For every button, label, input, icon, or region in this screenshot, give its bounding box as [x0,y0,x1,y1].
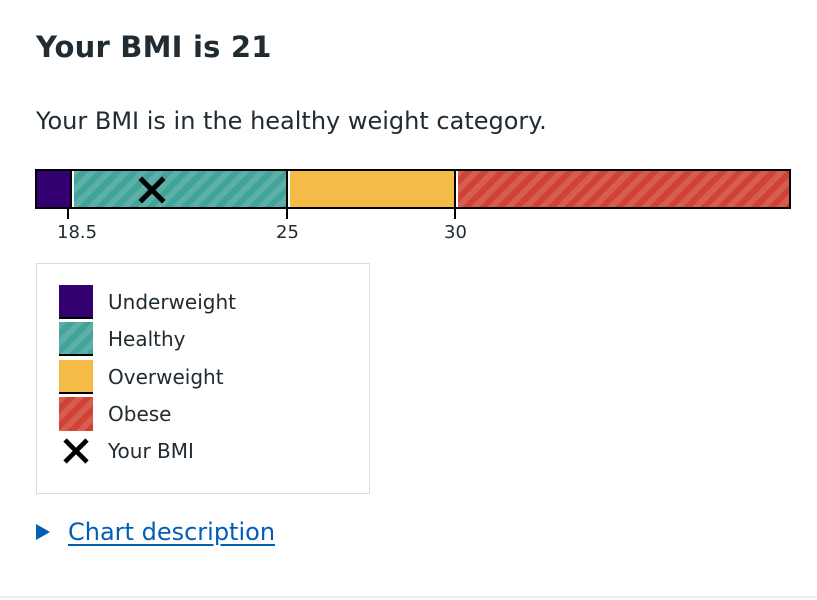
tick-label-18-5: 18.5 [57,222,98,243]
segment-obese [454,171,789,207]
chart-description-toggle[interactable]: Chart description [36,518,275,546]
tick-label-25: 25 [276,222,299,243]
legend-label: Your BMI [108,439,194,463]
underweight-swatch [59,285,93,319]
tick-mark [286,209,288,219]
tick-mark [454,209,456,219]
legend-label: Obese [108,402,172,426]
legend-item-obese: Obese [59,397,171,431]
legend-label: Healthy [108,327,186,351]
chart-description-link[interactable]: Chart description [68,518,276,546]
obese-swatch [59,397,93,431]
divider [0,596,817,598]
segment-underweight [37,171,70,207]
legend-item-your-bmi: Your BMI [59,434,194,468]
bmi-scale-bar [35,169,791,209]
page-title: Your BMI is 21 [36,30,272,64]
healthy-swatch [59,322,93,356]
legend-item-underweight: Underweight [59,285,236,319]
overweight-swatch [59,360,93,394]
legend-marker [59,434,93,468]
segment-healthy [70,171,286,207]
triangle-right-icon [36,524,50,540]
bmi-summary: Your BMI is in the healthy weight catego… [36,107,547,135]
chart-legend: Underweight Healthy Overweight Obese You… [36,263,370,494]
tick-label-30: 30 [444,222,467,243]
legend-label: Overweight [108,365,224,389]
legend-item-healthy: Healthy [59,322,186,356]
your-bmi-marker-icon [138,176,166,204]
tick-mark [67,209,69,219]
cross-icon [63,438,89,464]
segment-overweight [286,171,454,207]
legend-item-overweight: Overweight [59,360,224,394]
legend-label: Underweight [108,290,236,314]
